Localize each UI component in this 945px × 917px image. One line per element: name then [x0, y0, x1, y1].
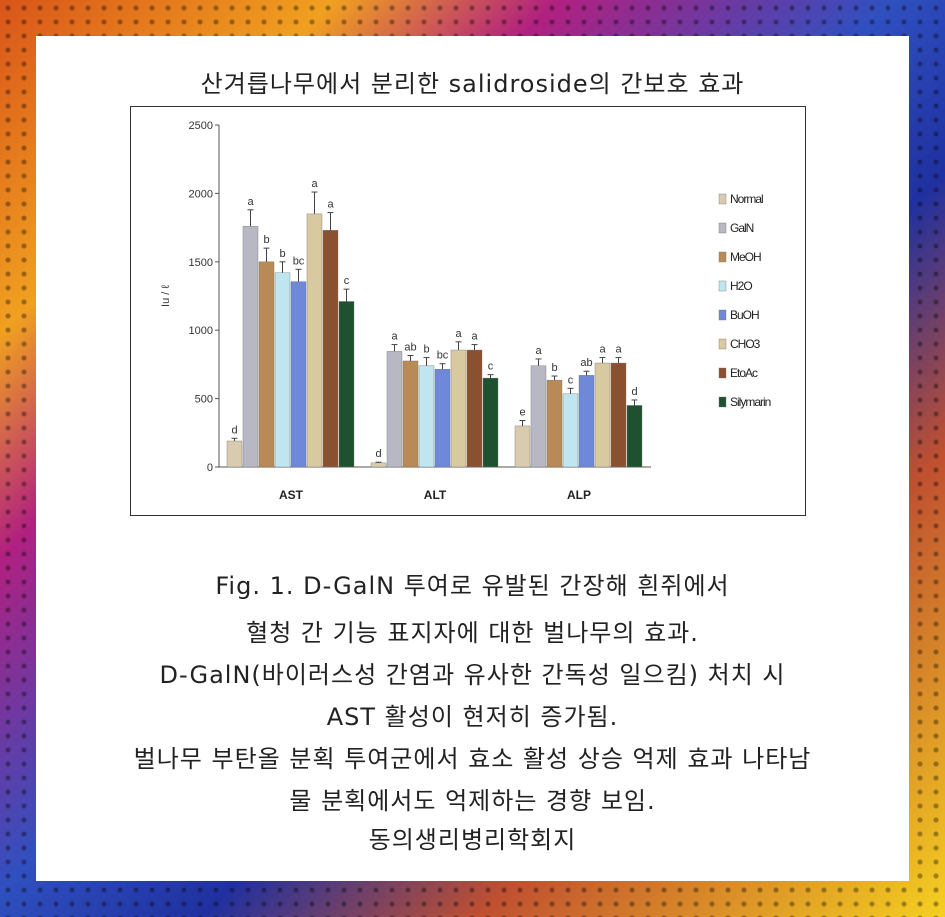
significance-label: d — [375, 448, 381, 460]
significance-label: a — [471, 331, 478, 343]
bar-alp-galn — [530, 365, 547, 468]
legend-swatch — [718, 309, 727, 321]
significance-label: d — [231, 424, 237, 436]
chart-legend: Normal GalN MeOH H2O BuOH CHO3 EtoAc Silymarin — [718, 192, 772, 409]
bar-ast-meoh — [258, 261, 275, 468]
significance-label: b — [551, 362, 557, 374]
caption-line-3: D-GalN(바이러스성 간염과 유사한 간독성 일으킴) 처치 시 — [159, 661, 786, 689]
bar-alt-chcl3 — [450, 349, 467, 468]
significance-label: c — [568, 374, 574, 386]
y-tick-label: 1000 — [189, 325, 213, 337]
bar-ast-galn — [242, 226, 259, 468]
legend-label: EtoAc — [730, 366, 758, 380]
bar-alp-silymarin — [626, 405, 643, 468]
legend-swatch — [718, 396, 727, 408]
bar-alt-galn — [386, 351, 403, 468]
legend-label: MeOH — [730, 250, 761, 264]
significance-label: b — [423, 344, 429, 356]
bar-ast-chcl3 — [306, 213, 323, 468]
significance-label: bc — [293, 255, 305, 267]
caption-line-5: 벌나무 부탄올 분획 투여군에서 효소 활성 상승 억제 효과 나타남 — [133, 745, 812, 773]
caption-line-7: 동의생리병리학회지 — [368, 826, 577, 854]
legend-swatch — [718, 338, 727, 350]
caption-line-6: 물 분획에서도 억제하는 경향 보임. — [289, 787, 656, 815]
y-axis-label: Iu / ℓ — [160, 285, 172, 307]
bar-alp-meoh — [546, 379, 563, 468]
legend-label: Normal — [730, 192, 763, 206]
caption-line-2: 혈청 간 기능 표지자에 대한 벌나무의 효과. — [246, 619, 699, 647]
legend-label: CHO3 — [730, 337, 761, 351]
bar-alp-buoh — [578, 375, 595, 468]
legend-swatch — [718, 193, 727, 205]
bar-alp-h2o — [562, 393, 579, 468]
significance-label: a — [615, 344, 622, 356]
bar-alp-etoac — [610, 362, 627, 468]
bar-alt-silymarin — [482, 377, 499, 468]
y-tick-label: 1500 — [189, 257, 213, 269]
significance-label: ab — [404, 342, 416, 354]
caption-line-1: Fig. 1. D-GalN 투여로 유발된 간장해 흰쥐에서 — [215, 572, 730, 600]
significance-label: a — [599, 344, 606, 356]
significance-label: bc — [437, 350, 449, 362]
chart-axes: 0 500 1000 1500 2000 2500 Iu / ℓ AST ALT ALP — [160, 120, 651, 502]
legend-label: GalN — [730, 221, 754, 235]
significance-label: a — [311, 178, 318, 190]
bar-ast-silymarin — [338, 301, 355, 468]
x-category-label: AST — [279, 488, 304, 502]
caption-line-4: AST 활성이 현저히 증가됨. — [326, 703, 619, 731]
bar-alt-h2o — [418, 365, 435, 468]
figure-panel: 산겨릅나무에서 분리한 salidroside의 간보호 효과 0 500 1000… — [36, 36, 909, 881]
legend-label: Silymarin — [730, 395, 771, 409]
significance-label: e — [519, 406, 525, 418]
x-category-label: ALT — [424, 488, 447, 502]
bar-alt-normal — [370, 462, 387, 468]
y-tick-label: 2000 — [189, 188, 213, 200]
bar-ast-h2o — [274, 272, 291, 468]
legend-swatch — [718, 251, 727, 263]
significance-label: a — [391, 331, 398, 343]
bar-alt-etoac — [466, 349, 483, 468]
y-tick-label: 2500 — [189, 120, 213, 132]
bar-alt-meoh — [402, 360, 419, 468]
significance-label: a — [247, 196, 254, 208]
y-tick-label: 0 — [207, 462, 213, 474]
significance-label: a — [455, 328, 462, 340]
significance-label: b — [263, 234, 269, 246]
legend-label: H2O — [730, 279, 752, 293]
bar-ast-etoac — [322, 230, 339, 468]
bar-alp-chcl3 — [594, 362, 611, 468]
page-title: 산겨릅나무에서 분리한 salidroside의 간보호 효과 — [200, 70, 745, 98]
significance-label: ab — [580, 357, 592, 369]
bar-alt-buoh — [434, 368, 451, 468]
legend-swatch — [718, 280, 727, 292]
bar-alp-normal — [514, 425, 531, 468]
significance-label: a — [327, 199, 334, 211]
significance-label: d — [631, 386, 637, 398]
y-tick-label: 500 — [195, 394, 213, 406]
x-category-label: ALP — [567, 488, 591, 502]
bar-ast-normal — [226, 440, 243, 468]
significance-label: c — [344, 275, 350, 287]
significance-label: a — [535, 345, 542, 357]
legend-swatch — [718, 222, 727, 234]
bar-ast-buoh — [290, 281, 307, 468]
significance-label: c — [488, 361, 494, 373]
legend-swatch — [718, 367, 727, 379]
legend-label: BuOH — [730, 308, 759, 322]
significance-label: b — [279, 248, 285, 260]
